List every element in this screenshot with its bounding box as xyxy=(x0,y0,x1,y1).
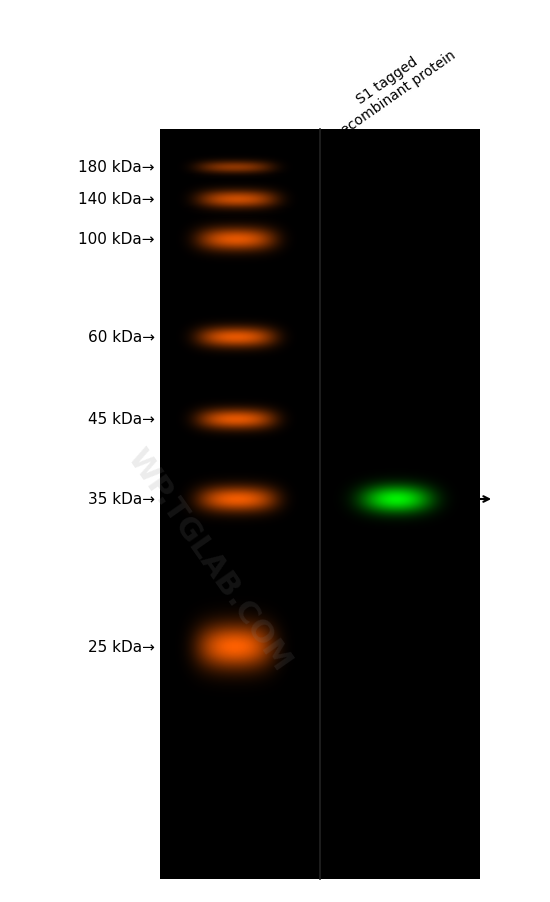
Text: 25 kDa→: 25 kDa→ xyxy=(88,640,155,655)
Text: 45 kDa→: 45 kDa→ xyxy=(88,412,155,427)
Bar xyxy=(160,130,480,879)
Text: 100 kDa→: 100 kDa→ xyxy=(79,232,155,247)
Text: WP.TGLAB.COM: WP.TGLAB.COM xyxy=(122,443,296,676)
Text: 60 kDa→: 60 kDa→ xyxy=(88,330,155,345)
Text: S1 tagged
recombinant protein: S1 tagged recombinant protein xyxy=(324,34,458,141)
Text: 180 kDa→: 180 kDa→ xyxy=(79,161,155,175)
Text: 35 kDa→: 35 kDa→ xyxy=(88,492,155,507)
Text: 140 kDa→: 140 kDa→ xyxy=(79,192,155,207)
